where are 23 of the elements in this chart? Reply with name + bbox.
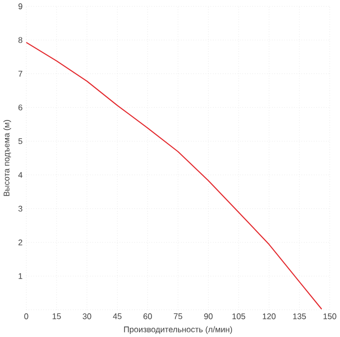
x-tick-label: 15 xyxy=(52,313,61,319)
y-tick-label: 8 xyxy=(18,36,22,43)
y-tick-label: 4 xyxy=(18,172,22,178)
x-tick-label: 60 xyxy=(144,313,152,320)
y-tick-label: 6 xyxy=(18,104,22,110)
y-tick-label: 5 xyxy=(18,138,22,144)
x-axis-title: Производительность (л/мин) xyxy=(124,326,232,334)
y-axis-title: Высота подъема (м) xyxy=(3,120,12,196)
y-tick-label: 9 xyxy=(18,3,22,10)
x-tick-label: 135 xyxy=(293,313,306,320)
y-tick-label: 2 xyxy=(18,239,22,246)
x-tick-label: 45 xyxy=(112,313,122,319)
y-tick-label: 3 xyxy=(18,206,22,212)
x-tick-label: 30 xyxy=(82,313,92,320)
x-tick-label: 75 xyxy=(174,313,182,319)
x-tick-label: 150 xyxy=(324,313,336,320)
y-tick-label: 1 xyxy=(18,273,22,279)
x-tick-label: 120 xyxy=(262,313,276,320)
x-tick-label: 90 xyxy=(204,313,213,320)
line-series xyxy=(26,42,322,310)
x-tick-label: 0 xyxy=(24,313,28,320)
x-tick-label: 105 xyxy=(232,313,246,320)
y-tick-label: 7 xyxy=(18,70,22,76)
